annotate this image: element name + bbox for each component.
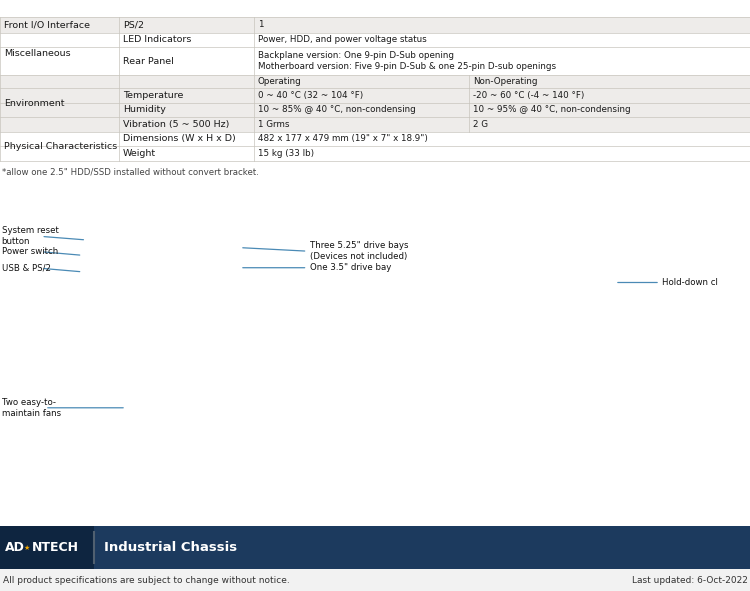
Text: 1: 1 bbox=[258, 20, 263, 29]
Text: AD: AD bbox=[5, 541, 26, 554]
Text: Industrial Chassis: Industrial Chassis bbox=[104, 541, 237, 554]
Text: Environment: Environment bbox=[4, 99, 65, 108]
Text: Non-Operating: Non-Operating bbox=[473, 77, 538, 86]
Text: Two easy-to-
maintain fans: Two easy-to- maintain fans bbox=[2, 398, 61, 418]
Bar bbox=[0, 132, 750, 146]
Text: Power switch: Power switch bbox=[2, 247, 58, 256]
Bar bbox=[0, 146, 750, 161]
Text: -20 ~ 60 °C (-4 ~ 140 °F): -20 ~ 60 °C (-4 ~ 140 °F) bbox=[473, 91, 585, 100]
Text: 10 ~ 85% @ 40 °C, non-condensing: 10 ~ 85% @ 40 °C, non-condensing bbox=[258, 105, 416, 115]
Bar bbox=[0, 75, 750, 88]
Text: Vibration (5 ~ 500 Hz): Vibration (5 ~ 500 Hz) bbox=[123, 120, 230, 129]
Bar bbox=[0, 33, 750, 47]
Text: 10 ~ 95% @ 40 °C, non-condensing: 10 ~ 95% @ 40 °C, non-condensing bbox=[473, 105, 631, 115]
Text: 0 ~ 40 °C (32 ~ 104 °F): 0 ~ 40 °C (32 ~ 104 °F) bbox=[258, 91, 363, 100]
Text: Dimensions (W x H x D): Dimensions (W x H x D) bbox=[123, 135, 236, 144]
Text: 2 G: 2 G bbox=[473, 120, 488, 129]
Text: 482 x 177 x 479 mm (19" x 7" x 18.9"): 482 x 177 x 479 mm (19" x 7" x 18.9") bbox=[258, 135, 428, 144]
Text: Miscellaneous: Miscellaneous bbox=[4, 50, 71, 59]
Text: Three 5.25" drive bays
(Devices not included): Three 5.25" drive bays (Devices not incl… bbox=[310, 241, 408, 261]
Bar bbox=[0, 526, 94, 569]
Text: Temperature: Temperature bbox=[123, 91, 183, 100]
Bar bbox=[0, 17, 750, 33]
Bar bbox=[0, 103, 750, 117]
Bar bbox=[0, 569, 750, 591]
Text: Humidity: Humidity bbox=[123, 105, 166, 115]
Bar bbox=[0, 526, 750, 569]
Text: Front I/O Interface: Front I/O Interface bbox=[4, 20, 91, 29]
Text: Rear Panel: Rear Panel bbox=[123, 57, 174, 66]
Text: Backplane version: One 9-pin D-Sub opening
Motherboard version: Five 9-pin D-Sub: Backplane version: One 9-pin D-Sub openi… bbox=[258, 51, 556, 72]
Text: One 3.5" drive bay: One 3.5" drive bay bbox=[310, 263, 392, 272]
Text: *allow one 2.5" HDD/SSD installed without convert bracket.: *allow one 2.5" HDD/SSD installed withou… bbox=[2, 168, 260, 177]
Text: USB & PS/2: USB & PS/2 bbox=[2, 264, 50, 273]
Text: 1 Grms: 1 Grms bbox=[258, 120, 290, 129]
Text: Weight: Weight bbox=[123, 149, 156, 158]
Text: ★: ★ bbox=[24, 544, 30, 551]
Text: All product specifications are subject to change without notice.: All product specifications are subject t… bbox=[3, 576, 290, 584]
Text: Power, HDD, and power voltage status: Power, HDD, and power voltage status bbox=[258, 35, 427, 44]
Text: Hold-down cl: Hold-down cl bbox=[662, 278, 718, 287]
Text: PS/2: PS/2 bbox=[123, 20, 144, 29]
Text: NTECH: NTECH bbox=[32, 541, 79, 554]
Text: 15 kg (33 lb): 15 kg (33 lb) bbox=[258, 149, 314, 158]
Text: Operating: Operating bbox=[258, 77, 302, 86]
Text: Physical Characteristics: Physical Characteristics bbox=[4, 142, 118, 151]
Text: LED Indicators: LED Indicators bbox=[123, 35, 191, 44]
Bar bbox=[0, 88, 750, 103]
Text: System reset
button: System reset button bbox=[2, 226, 58, 246]
Bar bbox=[0, 117, 750, 132]
Text: Last updated: 6-Oct-2022: Last updated: 6-Oct-2022 bbox=[632, 576, 748, 584]
Bar bbox=[0, 47, 750, 75]
